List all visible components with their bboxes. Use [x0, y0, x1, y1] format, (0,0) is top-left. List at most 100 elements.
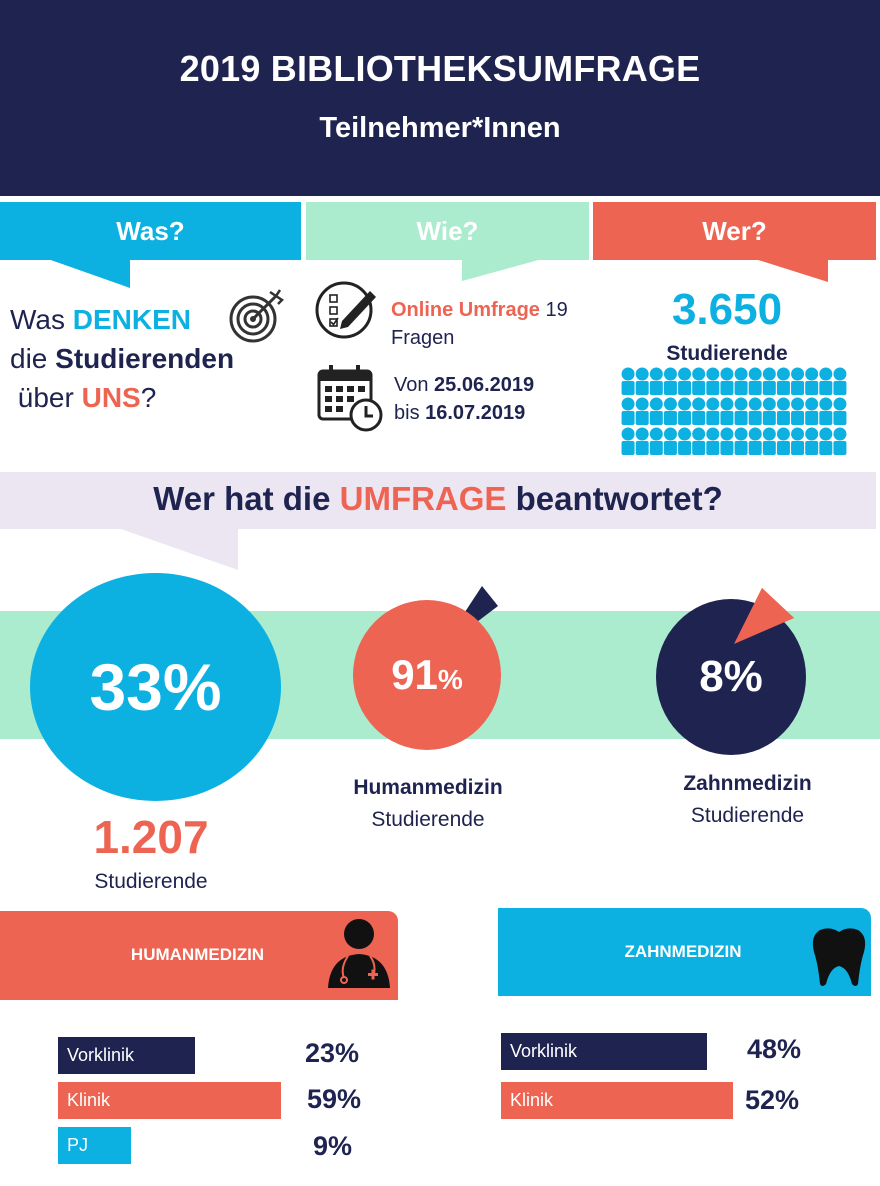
was-line1-b: DENKEN [72, 304, 191, 335]
person-glyph [635, 427, 649, 455]
human-bar-vorklinik-label: Vorklinik [67, 1045, 135, 1065]
human-bar-vorklinik: Vorklinik [58, 1037, 195, 1074]
person-glyph [621, 367, 635, 395]
tab-wie-tail [462, 259, 542, 281]
person-glyph [678, 427, 692, 455]
zahn-bar-klinik-pct: 52% [745, 1085, 800, 1115]
question-part3: beantwortet? [506, 480, 723, 517]
person-glyph [776, 427, 790, 455]
person-glyph [819, 367, 833, 395]
page-title: 2019 BIBLIOTHEKSUMFRAGE [179, 48, 701, 89]
doctor-icon [328, 919, 390, 988]
wie-to-date: 16.07.2019 [425, 402, 526, 424]
zahn-bar-klinik-label: Klinik [510, 1090, 554, 1110]
zahnmedizin-title: ZAHNMEDIZIN [624, 942, 742, 961]
person-glyph [833, 397, 847, 425]
person-glyph [678, 397, 692, 425]
header-banner [0, 0, 880, 196]
was-line3-a: über [10, 382, 82, 413]
wie-online-unit: Fragen [391, 327, 455, 349]
checklist-pencil-icon [315, 281, 376, 339]
wie-dates: Von 25.06.2019 bis 16.07.2019 [394, 371, 534, 427]
tab-wie-label: Wie? [416, 215, 479, 246]
zahn-bar-vorklinik-pct: 48% [747, 1034, 802, 1064]
person-glyph [762, 367, 776, 395]
human-bar-klinik-pct: 59% [307, 1084, 362, 1114]
person-glyph [819, 397, 833, 425]
was-line1-a: Was [10, 304, 73, 335]
person-glyph [649, 427, 663, 455]
person-glyph [692, 427, 706, 455]
person-glyph [819, 427, 833, 455]
wie-online-survey: Online Umfrage 19 Fragen [391, 296, 591, 352]
question-part2: UMFRAGE [339, 480, 507, 517]
human-label: Studierende [371, 808, 485, 831]
wer-label: Studierende [666, 342, 788, 365]
tab-was-tail [48, 259, 130, 288]
human-bar-klinik-label: Klinik [67, 1090, 111, 1110]
person-glyph [720, 367, 734, 395]
zahn-pie-wedge-overlay [734, 588, 794, 644]
was-line3-b: UNS [81, 382, 141, 413]
human-percent-sign: % [437, 664, 463, 695]
page-subtitle: Teilnehmer*Innen [319, 112, 561, 144]
person-glyph [791, 397, 805, 425]
zahnmedizin-header [498, 908, 871, 996]
target-icon [229, 289, 284, 343]
tab-was-label: Was? [116, 215, 185, 246]
person-glyph [791, 367, 805, 395]
person-glyph [692, 367, 706, 395]
was-line2-a: die [10, 343, 56, 374]
person-glyph [720, 427, 734, 455]
person-glyph [791, 427, 805, 455]
wie-from-date: 25.06.2019 [434, 374, 535, 396]
person-glyph [663, 397, 677, 425]
person-glyph [776, 397, 790, 425]
wer-number: 3.650 [671, 285, 783, 334]
person-glyph [621, 427, 635, 455]
person-glyph [635, 367, 649, 395]
person-glyph [692, 397, 706, 425]
person-glyph [762, 397, 776, 425]
was-line3-c: ? [140, 382, 157, 413]
question-banner [0, 472, 876, 529]
tab-wer: Wer? [593, 202, 876, 260]
people-grid-icon [621, 367, 847, 455]
humanmedizin-title: HUMANMEDIZIN [130, 945, 265, 964]
was-line2-b: Studierenden [55, 343, 235, 374]
total-percent-value: 33% [89, 650, 222, 724]
person-glyph [748, 367, 762, 395]
total-respondents-label: Studierende [94, 870, 208, 893]
human-bar-vorklinik-pct: 23% [305, 1038, 360, 1068]
wie-from-label: Von [394, 374, 435, 396]
person-glyph [748, 427, 762, 455]
question-text: Wer hat die UMFRAGE beantwortet? [0, 480, 876, 518]
tab-was: Was? [0, 202, 301, 260]
total-respondents-number: 1.207 [93, 811, 209, 863]
tab-wer-tail [752, 258, 828, 282]
question-part1: Wer hat die [153, 480, 340, 517]
person-glyph [833, 427, 847, 455]
person-glyph [748, 397, 762, 425]
person-glyph [706, 367, 720, 395]
person-glyph [805, 427, 819, 455]
person-glyph [833, 367, 847, 395]
zahn-bar-klinik: Klinik [501, 1082, 733, 1119]
human-bar-klinik: Klinik [58, 1082, 281, 1119]
zahn-name: Zahnmedizin [683, 772, 812, 795]
zahn-bar-vorklinik-label: Vorklinik [510, 1041, 578, 1061]
was-question-text: Was DENKEN die Studierenden über UNS? [10, 300, 234, 417]
person-glyph [621, 397, 635, 425]
person-glyph [720, 397, 734, 425]
tooth-icon [812, 928, 866, 986]
person-glyph [635, 397, 649, 425]
person-glyph [734, 427, 748, 455]
person-glyph [678, 367, 692, 395]
person-glyph [649, 397, 663, 425]
question-banner-tail [118, 528, 238, 570]
person-glyph [706, 427, 720, 455]
person-glyph [805, 367, 819, 395]
wie-online-count: 19 [539, 299, 568, 321]
human-percent-value: 91 [391, 651, 438, 698]
person-glyph [663, 427, 677, 455]
